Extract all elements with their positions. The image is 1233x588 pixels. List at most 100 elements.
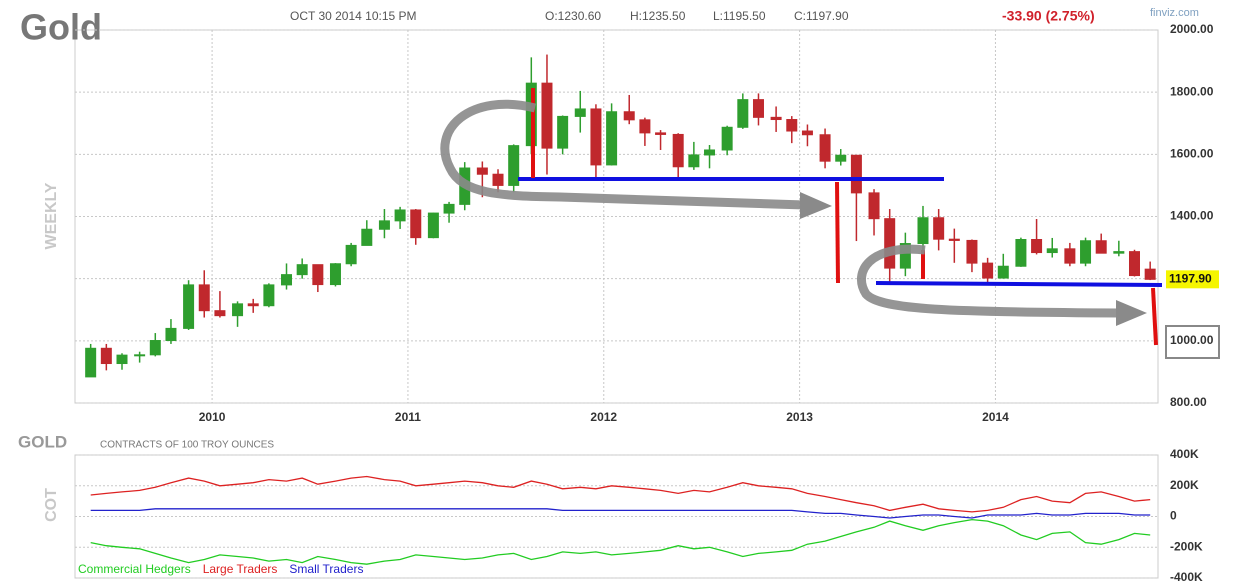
candle-body [884,218,896,269]
candle-body [100,347,112,365]
candle-body [590,108,602,166]
candle-body [427,212,439,239]
date: OCT 30 2014 10:15 PM [290,9,417,23]
y-tick-label: 1600.00 [1170,147,1214,161]
candle-body [835,154,847,162]
candle-body [1128,251,1140,277]
y-tick-label: 200K [1170,478,1199,492]
annotations [440,88,1220,359]
candle-body [948,238,960,241]
candle-body [183,284,195,329]
candle-body [410,209,422,239]
candle-body [541,82,553,149]
arrow-head [800,192,832,219]
candle-body [639,119,651,134]
candle-body [786,119,798,132]
x-tick-label: 2014 [982,410,1009,424]
candle-body [149,340,161,356]
candle-body [982,262,994,279]
candle-body [247,303,259,307]
candle-body [801,130,813,136]
candle-body [672,133,684,168]
candle-body [752,99,764,118]
y-tick-label: 1400.00 [1170,209,1214,223]
candle-body [721,126,733,151]
x-tick-label: 2013 [786,410,813,424]
candle-body [655,132,667,135]
candle-body [1046,248,1058,254]
candle-body [1144,268,1156,280]
y-tick-label: 1000.00 [1170,333,1214,347]
candle-body [933,217,945,240]
candle-body [116,354,128,365]
candle-body [492,173,504,186]
arrow [857,244,1121,318]
candle-body [378,220,390,230]
y-tick-label: 800.00 [1170,395,1207,409]
y-tick-label: 0 [1170,509,1177,523]
legend-entry: Commercial Hedgers [78,562,191,576]
cot-line [90,475,1151,513]
candle-body [966,239,978,264]
y-tick-label: 400K [1170,447,1199,461]
candle-body [1064,248,1076,264]
y-tick-label: 2000.00 [1170,22,1214,36]
candle-body [296,264,308,276]
candle-body [704,149,716,156]
candle-body [85,347,97,378]
legend-entry: Large Traders [203,562,278,576]
close: C:1197.90 [794,9,849,23]
candle-body [688,154,700,168]
x-tick-label: 2012 [590,410,617,424]
support-line [875,281,1163,287]
candle-body [312,264,324,286]
arrow-head [1116,300,1147,326]
candle-body [394,209,406,222]
change: -33.90 (2.75%) [1002,8,1095,24]
candle-body [198,284,210,312]
source-logo: finviz.com [1150,7,1199,19]
candle-body [737,99,749,128]
candle-body [508,145,520,186]
candle-body [232,303,244,317]
cot-line [90,508,1151,519]
drop-marker [835,181,840,284]
candle-body [329,263,341,286]
candle-body [557,115,569,149]
candle-body [770,116,782,121]
candle-body [899,243,911,269]
open: O:1230.60 [545,9,601,23]
candle-body [850,154,862,194]
candle-body [345,244,357,265]
y-tick-label: -400K [1170,570,1203,584]
cot-line [90,518,1151,565]
candle-body [997,265,1009,279]
candle-body [263,284,275,307]
low: L:1195.50 [713,9,766,23]
candle-body [606,111,618,166]
target-box [1165,325,1220,359]
candle-body [134,354,146,357]
y-axis-label: WEEKLY [43,182,60,249]
last-price-box [1166,270,1219,289]
candle-body [574,108,586,117]
y-tick-label: -200K [1170,539,1203,553]
ticker: Gold [20,7,102,48]
candle-body [917,217,929,245]
arrow [440,99,806,210]
x-tick-label: 2010 [199,410,226,424]
candle-body [1080,240,1092,264]
pane-title: GOLD [18,432,67,451]
candle-body [1031,239,1043,254]
y-tick-label: 1800.00 [1170,84,1214,98]
candle-body [361,228,373,246]
high: H:1235.50 [630,9,686,23]
candle-body [281,274,293,286]
legend-entry: Small Traders [289,562,363,576]
candle-body [443,203,455,214]
candle-body [165,327,177,342]
candle-body [214,310,226,317]
candle-body [623,111,635,121]
